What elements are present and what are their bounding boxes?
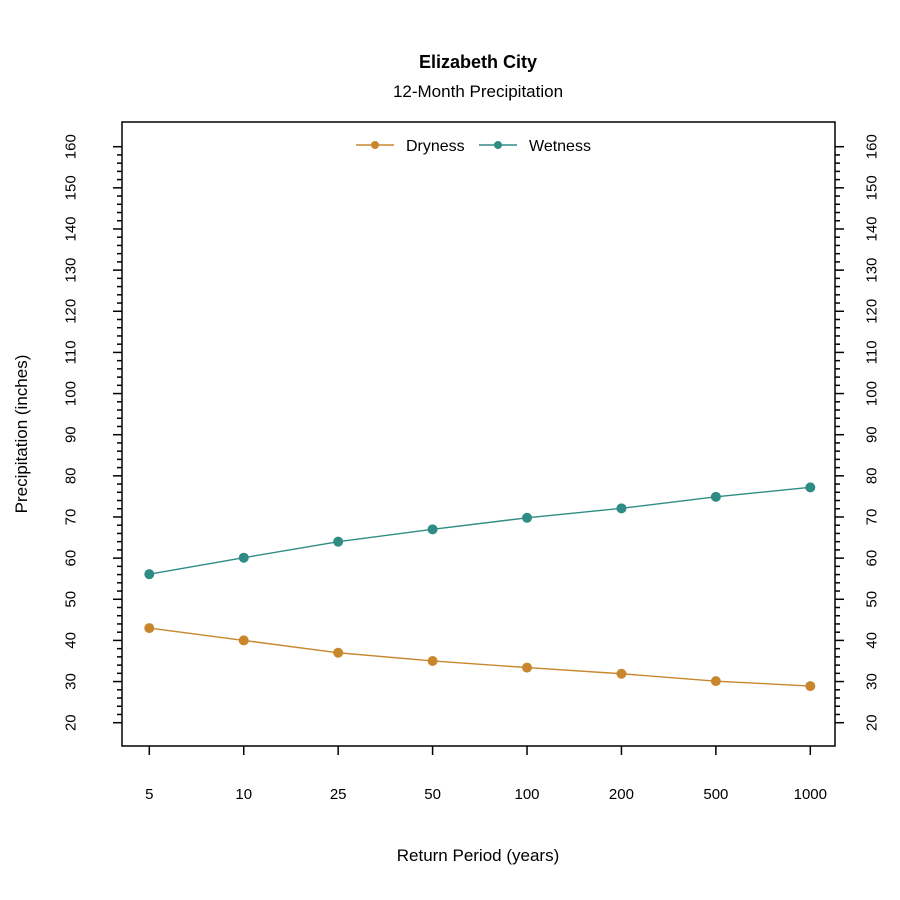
y-tick-label-right: 80 xyxy=(864,467,881,484)
x-axis: 5 10 25 50 100 200 500 1000 xyxy=(145,746,827,803)
y-tick-label-right: 100 xyxy=(864,381,881,406)
data-point-dryness-500 xyxy=(710,676,721,687)
y-tick-label-right: 150 xyxy=(864,175,881,200)
data-point-wetness-500 xyxy=(710,491,721,502)
y-tick-label-right: 60 xyxy=(864,550,881,567)
plot-box xyxy=(121,121,836,747)
data-point-dryness-10 xyxy=(238,635,249,646)
chart-title: Elizabeth City xyxy=(419,52,537,72)
y-tick-label-left: 130 xyxy=(63,258,80,283)
legend-dryness-marker-icon xyxy=(371,141,379,149)
y-tick-label-left: 110 xyxy=(63,340,80,364)
y-axis-title: Precipitation (inches) xyxy=(12,355,31,514)
data-point-dryness-25 xyxy=(333,647,344,658)
y-tick-label-left: 20 xyxy=(63,714,80,731)
y-tick-label-right: 110 xyxy=(864,340,881,364)
data-point-wetness-10 xyxy=(238,552,249,563)
y-tick-label-left: 80 xyxy=(63,467,80,484)
y-tick-label-left: 140 xyxy=(63,216,80,241)
x-tick-label: 100 xyxy=(515,786,540,803)
data-point-dryness-50 xyxy=(427,655,438,666)
data-point-wetness-5 xyxy=(144,569,155,580)
y-tick-label-right: 30 xyxy=(864,673,881,690)
y-tick-label-right: 120 xyxy=(864,299,881,324)
y-axis-right: 20 30 40 50 60 70 80 90 100 110 120 130 140 150 160 xyxy=(835,134,881,731)
y-tick-label-left: 40 xyxy=(63,632,80,649)
x-tick-label: 10 xyxy=(235,786,252,803)
y-tick-label-left: 100 xyxy=(63,381,80,406)
y-tick-label-left: 160 xyxy=(63,134,80,159)
y-axis-left: 20 30 40 50 60 70 80 90 100 110 120 130 140 150 160 xyxy=(63,134,122,731)
series-line-dryness xyxy=(149,627,811,687)
chart-subtitle: 12-Month Precipitation xyxy=(393,82,563,101)
y-tick-label-right: 70 xyxy=(864,509,881,526)
data-point-dryness-1000 xyxy=(805,681,816,692)
data-point-wetness-1000 xyxy=(805,482,816,493)
y-tick-label-right: 160 xyxy=(864,134,881,159)
x-tick-label: 1000 xyxy=(794,786,827,803)
y-tick-label-right: 90 xyxy=(864,426,881,443)
data-point-wetness-50 xyxy=(427,524,438,535)
data-point-dryness-5 xyxy=(144,623,155,634)
y-tick-label-left: 70 xyxy=(63,509,80,526)
y-tick-label-left: 120 xyxy=(63,299,80,324)
x-axis-title: Return Period (years) xyxy=(397,846,560,865)
y-tick-label-right: 130 xyxy=(864,258,881,283)
x-tick-label: 50 xyxy=(424,786,441,803)
y-tick-label-left: 50 xyxy=(63,591,80,608)
data-point-wetness-200 xyxy=(616,503,627,514)
legend-wetness-marker-icon xyxy=(494,141,502,149)
x-tick-label: 500 xyxy=(703,786,728,803)
data-point-wetness-100 xyxy=(522,512,533,523)
y-tick-label-right: 50 xyxy=(864,591,881,608)
y-tick-label-right: 40 xyxy=(864,632,881,649)
y-tick-label-right: 20 xyxy=(864,714,881,731)
data-point-dryness-200 xyxy=(616,668,627,679)
y-tick-label-right: 140 xyxy=(864,216,881,241)
data-point-dryness-100 xyxy=(522,662,533,673)
y-tick-label-left: 150 xyxy=(63,175,80,200)
legend-dryness-label: Dryness xyxy=(406,138,465,155)
series-line-wetness xyxy=(149,486,811,575)
x-tick-label: 5 xyxy=(145,786,153,803)
data-point-wetness-25 xyxy=(333,536,344,547)
y-tick-label-left: 90 xyxy=(63,426,80,443)
x-tick-label: 200 xyxy=(609,786,634,803)
y-tick-label-left: 30 xyxy=(63,673,80,690)
y-tick-label-left: 60 xyxy=(63,550,80,567)
legend-wetness-label: Wetness xyxy=(529,138,591,155)
x-tick-label: 25 xyxy=(330,786,347,803)
series-layer xyxy=(144,482,816,692)
legend: Dryness Wetness xyxy=(356,138,591,155)
